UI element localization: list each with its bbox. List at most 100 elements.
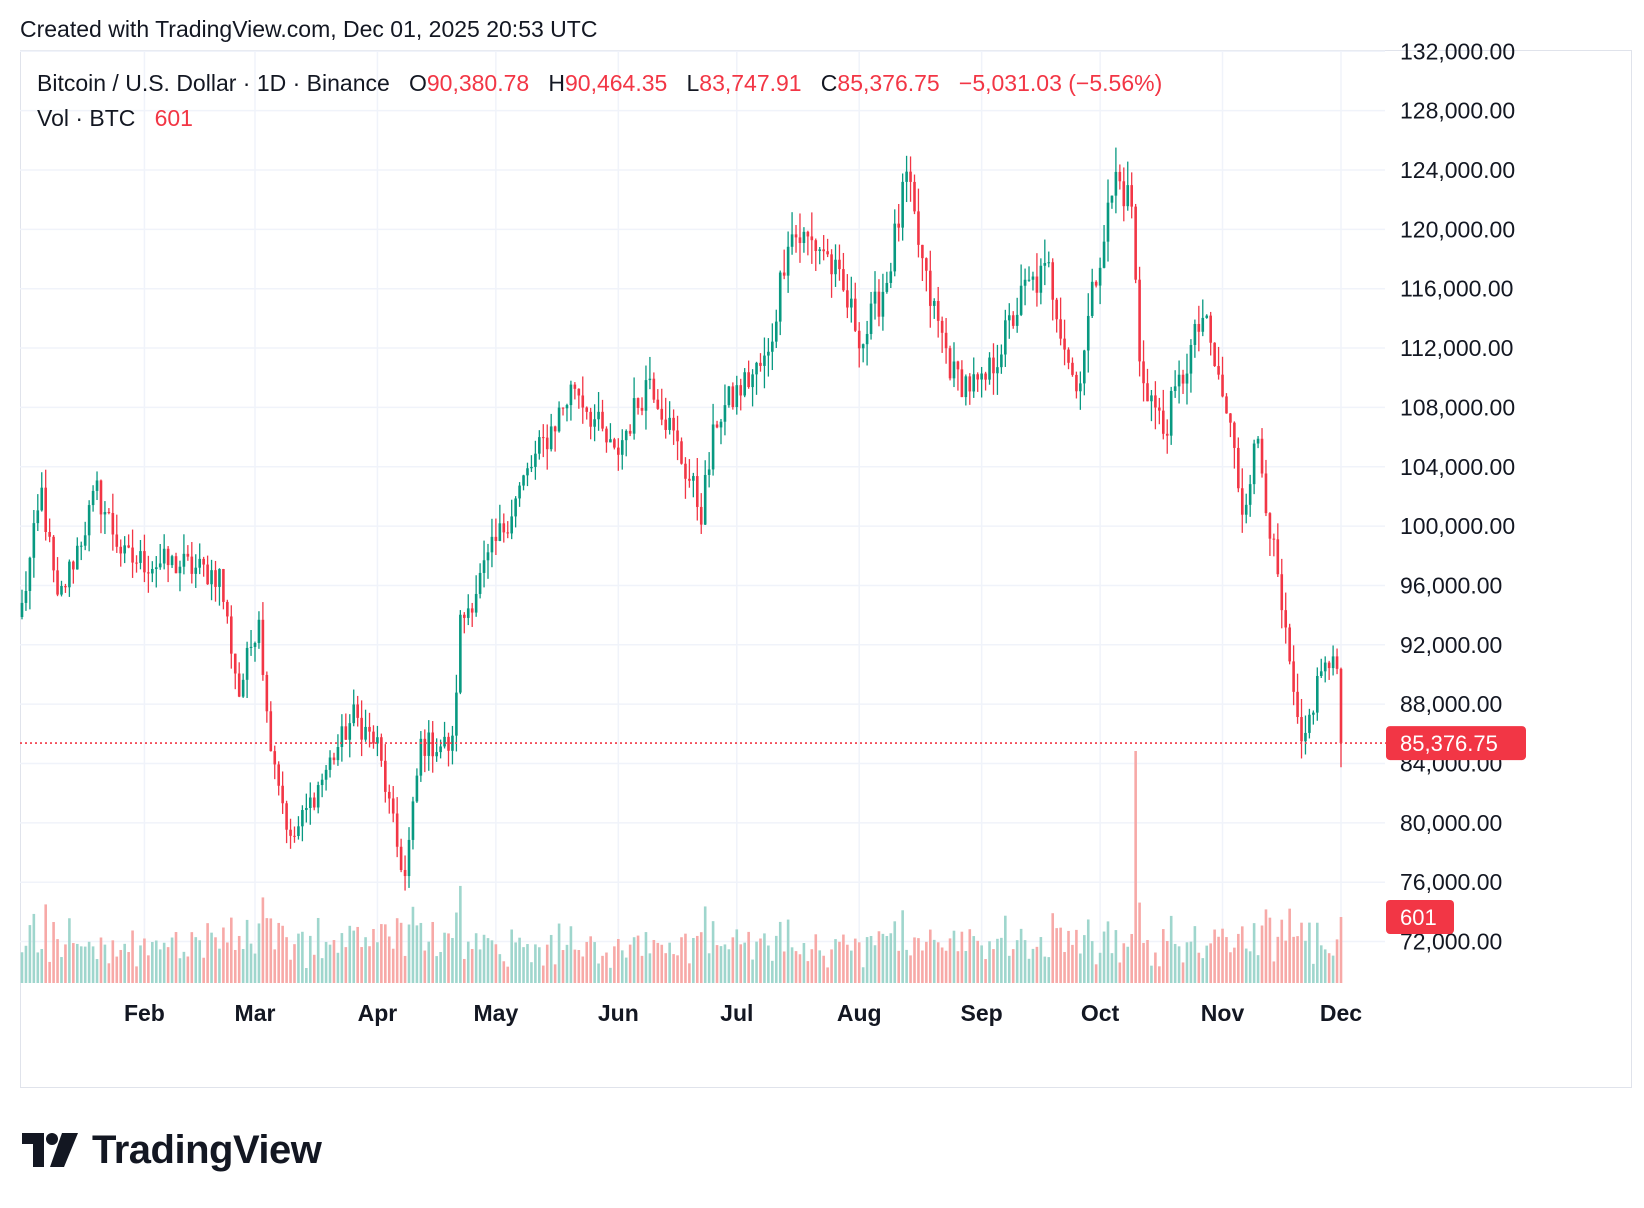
volume-bar bbox=[466, 941, 470, 983]
volume-bar bbox=[352, 930, 356, 983]
candle-body bbox=[530, 466, 533, 469]
volume-bar bbox=[1339, 917, 1343, 983]
symbol-title[interactable]: Bitcoin / U.S. Dollar · 1D · Binance bbox=[37, 70, 390, 96]
volume-bar bbox=[226, 942, 229, 983]
candle-body bbox=[798, 237, 802, 244]
low-value: 83,747.91 bbox=[699, 70, 802, 96]
candle-body bbox=[301, 810, 304, 827]
volume-bar bbox=[672, 954, 675, 983]
candle-body bbox=[107, 512, 111, 514]
candle-body bbox=[75, 545, 79, 570]
volume-bar bbox=[660, 944, 664, 983]
candle-body bbox=[1335, 656, 1339, 669]
volume-bar bbox=[123, 943, 126, 983]
volume-bar bbox=[111, 940, 115, 983]
candle-body bbox=[909, 171, 912, 182]
volume-bar bbox=[490, 940, 494, 983]
candle-body bbox=[245, 647, 249, 680]
candle-body bbox=[980, 373, 983, 380]
volume-bar bbox=[794, 951, 798, 983]
candle-body bbox=[1150, 395, 1153, 402]
time-axis[interactable]: Feb Mar Apr May Jun Jul Aug Sep Oct Nov Dec bbox=[124, 1000, 1362, 1026]
price-axis[interactable]: 72,000.0076,000.0080,000.0084,000.0088,0… bbox=[1400, 38, 1515, 954]
candle-body bbox=[656, 399, 660, 409]
candle-body bbox=[79, 545, 83, 547]
price-tick-label: 104,000.00 bbox=[1400, 454, 1515, 480]
candle-body bbox=[549, 426, 553, 450]
candle-body bbox=[482, 560, 486, 573]
last-volume-label: 601 bbox=[1400, 905, 1437, 930]
volume-bar bbox=[778, 921, 782, 983]
candle-body bbox=[901, 181, 904, 228]
volume-bar bbox=[28, 925, 32, 983]
volume-label[interactable]: Vol · BTC bbox=[37, 105, 136, 131]
candle-body bbox=[1308, 714, 1311, 733]
chart-frame[interactable] bbox=[20, 50, 1632, 1088]
volume-bar bbox=[1094, 964, 1098, 983]
volume-bar bbox=[72, 943, 75, 983]
volume-bar bbox=[510, 929, 513, 983]
tradingview-logo-text: TradingView bbox=[92, 1127, 322, 1172]
volume-bar bbox=[178, 958, 182, 983]
volume-bar bbox=[976, 940, 979, 983]
volume-bar bbox=[56, 939, 59, 983]
candle-body bbox=[1300, 717, 1303, 742]
candle-body bbox=[1027, 279, 1031, 281]
candle-body bbox=[83, 535, 87, 546]
volume-bar bbox=[348, 925, 352, 983]
candle-body bbox=[166, 548, 170, 566]
volume-bar bbox=[652, 939, 656, 983]
volume-bar bbox=[1146, 940, 1149, 983]
candle-body bbox=[470, 608, 474, 613]
candle-body bbox=[794, 234, 798, 238]
volume-bar bbox=[964, 950, 968, 983]
candle-body bbox=[435, 752, 438, 757]
volume-bar bbox=[162, 942, 166, 983]
volume-bar bbox=[514, 942, 517, 983]
candle-body bbox=[380, 737, 383, 761]
volume-bar bbox=[419, 922, 423, 983]
volume-bar bbox=[230, 917, 233, 983]
volume-bar bbox=[447, 933, 450, 983]
candle-body bbox=[826, 251, 829, 255]
volume-bar bbox=[1193, 926, 1197, 983]
low-label: L bbox=[686, 70, 700, 96]
open-value: 90,380.78 bbox=[426, 70, 530, 96]
volume-bar bbox=[1197, 952, 1201, 983]
volume-bar bbox=[921, 950, 924, 983]
candle-body bbox=[1067, 349, 1070, 363]
candle-body bbox=[68, 561, 71, 588]
volume-bar bbox=[565, 944, 569, 983]
candle-body bbox=[411, 801, 415, 840]
volume-bar bbox=[1181, 962, 1185, 983]
candle-body bbox=[522, 475, 525, 486]
volume-bar bbox=[320, 958, 324, 983]
volume-bar bbox=[344, 947, 348, 983]
tradingview-logo[interactable]: TradingView bbox=[22, 1127, 322, 1172]
time-tick-label: Mar bbox=[235, 1000, 276, 1026]
candle-body bbox=[395, 813, 399, 847]
candle-body bbox=[1161, 410, 1165, 434]
volume-bar bbox=[1244, 948, 1248, 983]
volume-bar bbox=[1300, 922, 1303, 983]
volume-bar bbox=[502, 961, 506, 983]
volume-bar bbox=[60, 957, 63, 983]
time-tick-label: Sep bbox=[961, 1000, 1003, 1026]
volume-bar bbox=[640, 955, 644, 983]
candle-body bbox=[1004, 320, 1007, 355]
volume-bar bbox=[1240, 926, 1244, 983]
candle-body bbox=[316, 785, 320, 808]
volume-bar bbox=[218, 948, 221, 983]
candle-body bbox=[774, 321, 778, 342]
candle-body bbox=[170, 556, 174, 566]
volume-bar bbox=[782, 951, 786, 983]
candle-body bbox=[601, 411, 604, 429]
candle-body bbox=[344, 726, 348, 740]
volume-bar bbox=[372, 928, 375, 983]
volume-bar bbox=[277, 922, 280, 983]
candle-body bbox=[1181, 374, 1185, 384]
volume-bar bbox=[601, 955, 604, 983]
volume-bar bbox=[699, 932, 703, 983]
candle-body bbox=[206, 564, 209, 585]
